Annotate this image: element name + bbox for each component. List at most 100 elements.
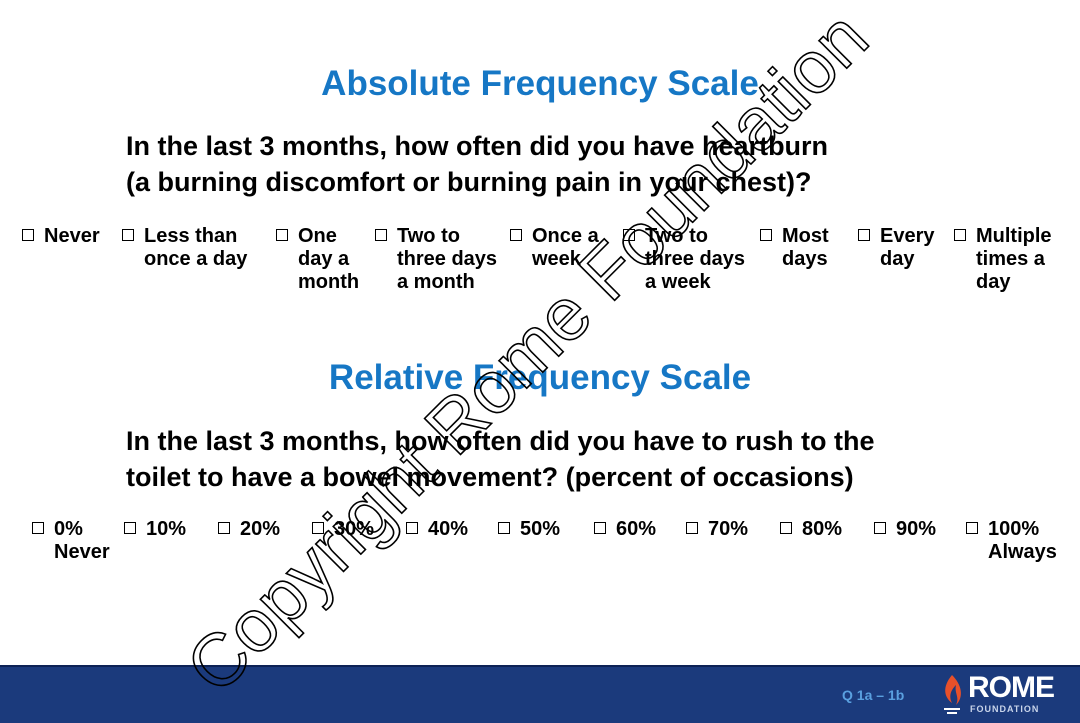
option[interactable]: 90% bbox=[874, 518, 936, 541]
option[interactable]: Less than once a day bbox=[122, 225, 247, 271]
option-line: One bbox=[298, 225, 337, 247]
option-line: 10% bbox=[146, 518, 187, 540]
option-label: 0% Never bbox=[54, 518, 110, 564]
option-line: 70% bbox=[708, 518, 749, 540]
checkbox bbox=[218, 522, 230, 534]
option-label: 100% Always bbox=[988, 518, 1057, 564]
option-line: 60% bbox=[616, 518, 657, 540]
option[interactable]: Two to three days a week bbox=[623, 225, 745, 294]
option-line: day bbox=[880, 248, 915, 270]
watermark: Copyright Rome Foundation bbox=[170, 0, 883, 709]
option[interactable]: Never bbox=[22, 225, 100, 248]
option-line: 90% bbox=[896, 518, 937, 540]
option-line: week bbox=[532, 248, 581, 270]
option-line: Most bbox=[782, 225, 829, 247]
footer-bar: Q 1a – 1b ROME FOUNDATION bbox=[0, 665, 1080, 723]
checkbox bbox=[623, 229, 635, 241]
option-line: Never bbox=[54, 541, 110, 563]
option-line: Two to bbox=[645, 225, 708, 247]
option-line: 30% bbox=[334, 518, 375, 540]
option-line: 0% bbox=[54, 518, 83, 540]
checkbox bbox=[32, 522, 44, 534]
option-line: three days bbox=[645, 248, 746, 270]
option-line: Less than bbox=[144, 225, 238, 247]
option[interactable]: 20% bbox=[218, 518, 280, 541]
option[interactable]: 40% bbox=[406, 518, 468, 541]
option[interactable]: One day a month bbox=[276, 225, 359, 294]
checkbox bbox=[276, 229, 288, 241]
option-label: Two to three days a week bbox=[645, 225, 745, 294]
question-line: toilet to have a bowel movement? (percen… bbox=[126, 462, 854, 492]
checkbox bbox=[375, 229, 387, 241]
option-line: once a day bbox=[144, 248, 248, 270]
option-label: 60% bbox=[616, 518, 656, 541]
checkbox bbox=[594, 522, 606, 534]
option-line: day bbox=[976, 271, 1011, 293]
checkbox bbox=[312, 522, 324, 534]
option[interactable]: 70% bbox=[686, 518, 748, 541]
option-line: a month bbox=[397, 271, 475, 293]
option-line: Once a bbox=[532, 225, 599, 247]
option[interactable]: 50% bbox=[498, 518, 560, 541]
option-label: Multiple times a day bbox=[976, 225, 1052, 294]
question-line: (a burning discomfort or burning pain in… bbox=[126, 167, 812, 197]
option-label: 90% bbox=[896, 518, 936, 541]
option-line: 40% bbox=[428, 518, 469, 540]
logo-sub: FOUNDATION bbox=[970, 704, 1040, 714]
checkbox bbox=[686, 522, 698, 534]
checkbox bbox=[954, 229, 966, 241]
checkbox bbox=[22, 229, 34, 241]
checkbox bbox=[780, 522, 792, 534]
option-label: 30% bbox=[334, 518, 374, 541]
option-label: 40% bbox=[428, 518, 468, 541]
option-line: days bbox=[782, 248, 828, 270]
option-label: 80% bbox=[802, 518, 842, 541]
option[interactable]: Once a week bbox=[510, 225, 599, 271]
checkbox bbox=[122, 229, 134, 241]
option[interactable]: Two to three days a month bbox=[375, 225, 497, 294]
question-line: In the last 3 months, how often did you … bbox=[126, 131, 829, 161]
checkbox bbox=[874, 522, 886, 534]
option-label: Two to three days a month bbox=[397, 225, 497, 294]
option-label: 50% bbox=[520, 518, 560, 541]
option-line: month bbox=[298, 271, 360, 293]
option-label: Once a week bbox=[532, 225, 599, 271]
option[interactable]: 0% Never bbox=[32, 518, 110, 564]
option-line: Never bbox=[44, 225, 100, 247]
option[interactable]: 80% bbox=[780, 518, 842, 541]
option-line: times a bbox=[976, 248, 1045, 270]
option-line: 20% bbox=[240, 518, 281, 540]
option[interactable]: Every day bbox=[858, 225, 935, 271]
option[interactable]: 10% bbox=[124, 518, 186, 541]
option-line: Multiple bbox=[976, 225, 1052, 247]
option[interactable]: Multiple times a day bbox=[954, 225, 1052, 294]
option-line: Two to bbox=[397, 225, 460, 247]
option-label: One day a month bbox=[298, 225, 359, 294]
logo-name: ROME bbox=[968, 671, 1055, 704]
checkbox bbox=[966, 522, 978, 534]
checkbox bbox=[510, 229, 522, 241]
section-title: Absolute Frequency Scale bbox=[321, 64, 759, 103]
option-line: Always bbox=[988, 541, 1057, 563]
checkbox bbox=[498, 522, 510, 534]
checkbox bbox=[124, 522, 136, 534]
option-line: 50% bbox=[520, 518, 561, 540]
section-title: Relative Frequency Scale bbox=[328, 358, 752, 397]
option-label: Less than once a day bbox=[144, 225, 247, 271]
option[interactable]: 100% Always bbox=[966, 518, 1057, 564]
option-line: Every bbox=[880, 225, 935, 247]
option-line: 100% bbox=[988, 518, 1040, 540]
option-line: 80% bbox=[802, 518, 843, 540]
option[interactable]: Most days bbox=[760, 225, 829, 271]
option-label: 70% bbox=[708, 518, 748, 541]
logo-flame bbox=[944, 675, 961, 714]
option-line: a week bbox=[645, 271, 711, 293]
option[interactable]: 30% bbox=[312, 518, 374, 541]
slide-ref: Q 1a – 1b bbox=[842, 687, 905, 703]
question-line: In the last 3 months, how often did you … bbox=[126, 426, 875, 456]
option-label: Every day bbox=[880, 225, 935, 271]
question: In the last 3 months, how often did you … bbox=[126, 423, 875, 495]
option[interactable]: 60% bbox=[594, 518, 656, 541]
checkbox bbox=[406, 522, 418, 534]
